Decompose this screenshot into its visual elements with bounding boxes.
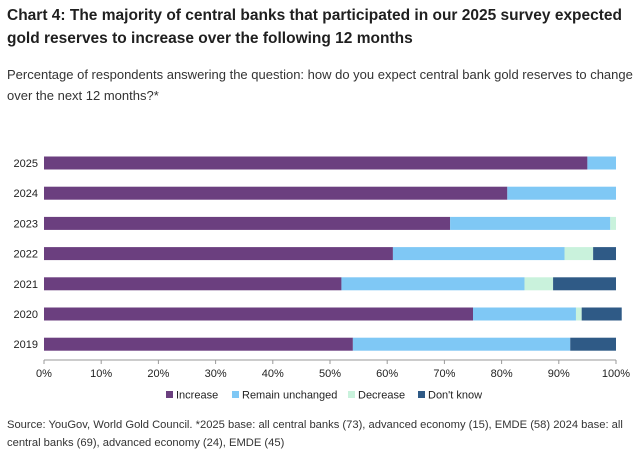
legend-swatch-decrease <box>348 391 355 398</box>
bar-2023-increase <box>44 216 451 230</box>
bar-2019-increase <box>44 337 353 351</box>
bar-2025-remain-unchanged <box>587 156 616 170</box>
category-label-2022: 2022 <box>14 249 38 261</box>
x-tick-label-2: 20% <box>147 368 169 380</box>
x-tick-label-10: 100% <box>602 368 630 380</box>
bars-group <box>44 156 622 351</box>
bar-2023-decrease <box>610 216 616 230</box>
stacked-bar-chart: 2025 2024 2023 2022 2021 2020 2019 0% 10% 20% 30%… <box>14 156 630 402</box>
x-axis-ticks: 0% 10% 20% 30% 40% 50% 60% 70% 80% 90% 100% <box>36 360 630 380</box>
legend-swatch-remain-unchanged <box>232 391 239 398</box>
chart-subtitle: Percentage of respondents answering the … <box>7 67 633 103</box>
category-label-2020: 2020 <box>14 309 38 321</box>
bar-2024-increase <box>44 186 508 200</box>
bar-2020-don-t-know <box>581 307 622 321</box>
bar-2022-decrease <box>564 247 594 261</box>
category-label-2023: 2023 <box>14 218 38 230</box>
x-tick-label-3: 30% <box>205 368 227 380</box>
bar-2022-increase <box>44 247 393 261</box>
bar-2021-don-t-know <box>553 277 616 291</box>
bar-2022-remain-unchanged <box>392 247 565 261</box>
x-tick-label-8: 80% <box>491 368 513 380</box>
x-tick-label-7: 70% <box>433 368 455 380</box>
bar-2024-remain-unchanged <box>507 186 616 200</box>
legend-label-remain-unchanged: Remain unchanged <box>242 390 337 402</box>
x-tick-label-4: 40% <box>262 368 284 380</box>
bar-2025-increase <box>44 156 588 170</box>
bar-2020-remain-unchanged <box>473 307 576 321</box>
legend-label-increase: Increase <box>176 390 218 402</box>
bar-2021-decrease <box>524 277 554 291</box>
bar-2022-don-t-know <box>593 247 616 261</box>
x-tick-label-0: 0% <box>36 368 52 380</box>
category-label-2021: 2021 <box>14 279 38 291</box>
legend-swatch-don-t-know <box>418 391 425 398</box>
chart-title: Chart 4: The majority of central banks t… <box>7 7 623 47</box>
x-tick-label-9: 90% <box>548 368 570 380</box>
x-tick-label-6: 60% <box>376 368 398 380</box>
bar-2021-remain-unchanged <box>341 277 525 291</box>
bar-2021-increase <box>44 277 342 291</box>
category-label-2024: 2024 <box>14 188 38 200</box>
legend: Increase Remain unchanged Decrease Don't kn… <box>166 390 482 402</box>
category-label-2019: 2019 <box>14 339 38 351</box>
bar-2020-decrease <box>575 307 582 321</box>
legend-label-don-t-know: Don't know <box>428 390 482 402</box>
bar-2019-don-t-know <box>570 337 616 351</box>
category-label-2025: 2025 <box>14 158 38 170</box>
bar-2023-remain-unchanged <box>450 216 611 230</box>
x-tick-label-5: 50% <box>319 368 341 380</box>
x-tick-label-1: 10% <box>90 368 112 380</box>
bar-2019-remain-unchanged <box>352 337 571 351</box>
source-note: Source: YouGov, World Gold Council. *202… <box>7 419 623 449</box>
category-labels: 2025 2024 2023 2022 2021 2020 2019 <box>14 158 38 351</box>
legend-label-decrease: Decrease <box>358 390 405 402</box>
legend-swatch-increase <box>166 391 173 398</box>
bar-2020-increase <box>44 307 473 321</box>
